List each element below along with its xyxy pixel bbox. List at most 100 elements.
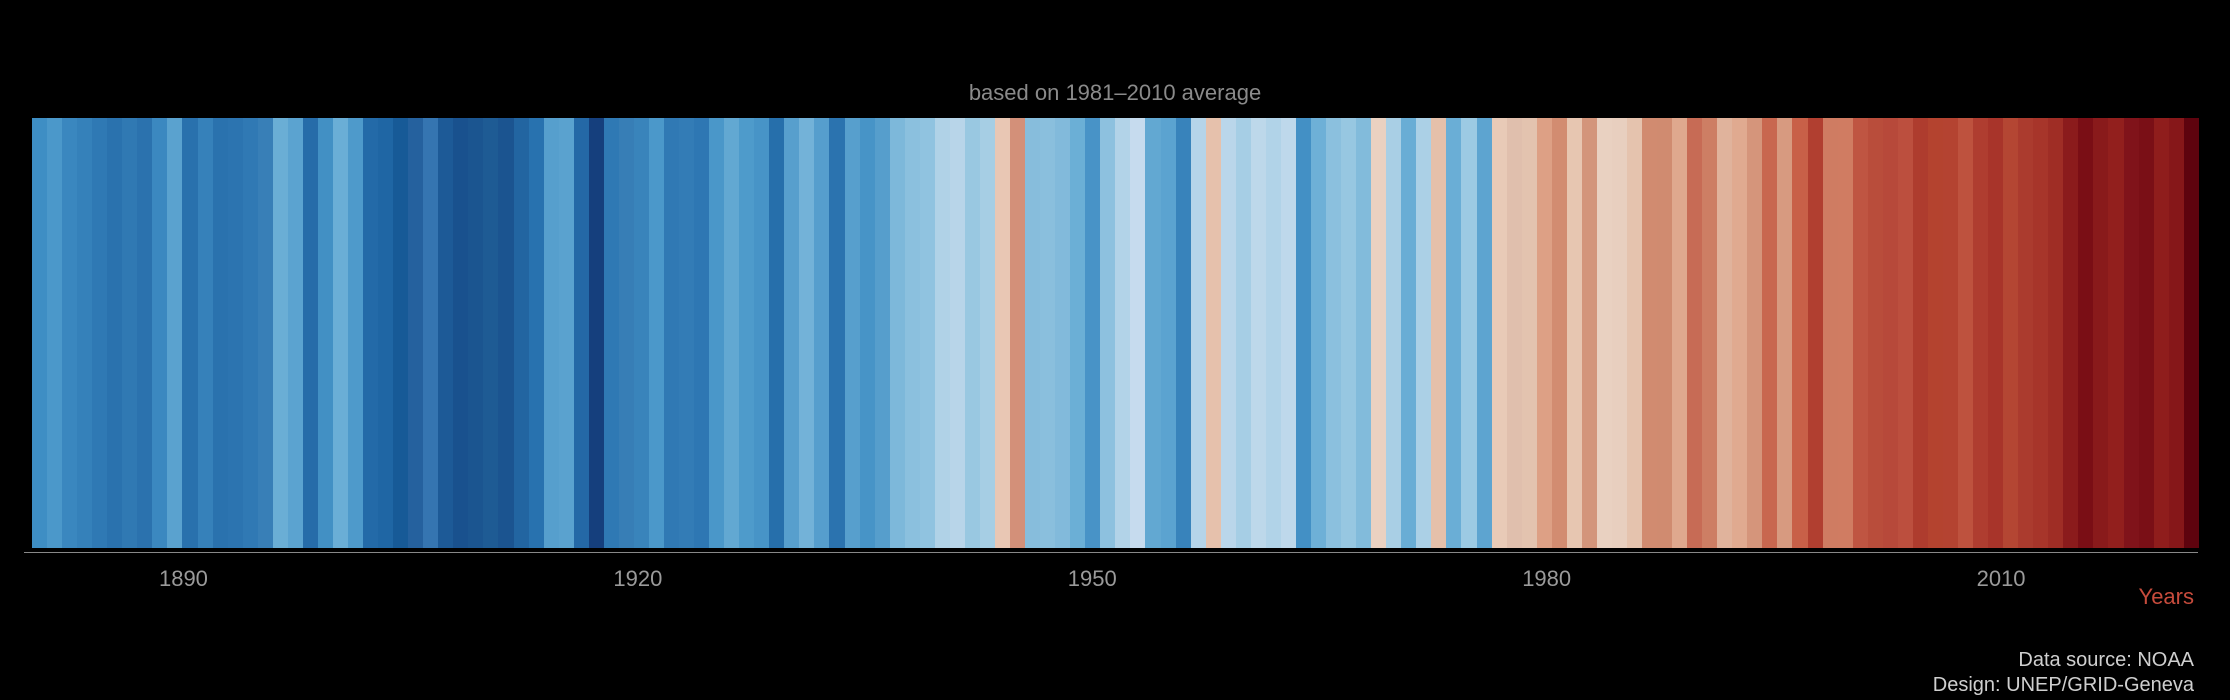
credits: Data source: NOAA Design: UNEP/GRID-Gene… — [1933, 648, 2194, 698]
stripe — [1236, 118, 1251, 548]
stripe — [995, 118, 1010, 548]
stripe — [1176, 118, 1191, 548]
stripe — [1567, 118, 1582, 548]
stripe — [47, 118, 62, 548]
stripe — [62, 118, 77, 548]
stripe — [1898, 118, 1913, 548]
stripe — [1221, 118, 1236, 548]
credit-line-1: Data source: NOAA — [1933, 648, 2194, 673]
stripe — [288, 118, 303, 548]
stripe — [213, 118, 228, 548]
stripe — [333, 118, 348, 548]
stripe — [845, 118, 860, 548]
stripe — [1446, 118, 1461, 548]
stripe — [348, 118, 363, 548]
stripe — [799, 118, 814, 548]
stripe — [2078, 118, 2093, 548]
stripe — [784, 118, 799, 548]
stripe — [1868, 118, 1883, 548]
stripe — [1055, 118, 1070, 548]
stripe — [2124, 118, 2139, 548]
stripe — [2184, 118, 2199, 548]
stripe — [950, 118, 965, 548]
stripe — [1958, 118, 1973, 548]
stripe — [137, 118, 152, 548]
stripe — [559, 118, 574, 548]
stripe — [709, 118, 724, 548]
stripe — [228, 118, 243, 548]
stripe — [1612, 118, 1627, 548]
stripe — [544, 118, 559, 548]
stripe — [664, 118, 679, 548]
stripe — [1281, 118, 1296, 548]
stripe — [393, 118, 408, 548]
stripe — [1386, 118, 1401, 548]
stripe — [905, 118, 920, 548]
stripe — [182, 118, 197, 548]
stripe — [1988, 118, 2003, 548]
stripe — [1808, 118, 1823, 548]
stripe — [1431, 118, 1446, 548]
stripe — [1115, 118, 1130, 548]
x-tick: 2010 — [1977, 566, 2026, 592]
stripe — [1792, 118, 1807, 548]
stripe — [754, 118, 769, 548]
stripe — [152, 118, 167, 548]
stripe — [2154, 118, 2169, 548]
stripe — [1477, 118, 1492, 548]
stripe — [1732, 118, 1747, 548]
stripe — [122, 118, 137, 548]
x-tick: 1920 — [613, 566, 662, 592]
stripe — [1356, 118, 1371, 548]
stripe — [243, 118, 258, 548]
stripe — [1943, 118, 1958, 548]
stripe — [378, 118, 393, 548]
stripe — [1492, 118, 1507, 548]
stripe — [318, 118, 333, 548]
stripe — [1777, 118, 1792, 548]
stripe — [1702, 118, 1717, 548]
stripe — [1507, 118, 1522, 548]
stripes-container — [32, 118, 2198, 548]
stripe — [1416, 118, 1431, 548]
stripe — [1973, 118, 1988, 548]
stripe — [1838, 118, 1853, 548]
x-tick: 1890 — [159, 566, 208, 592]
stripe — [890, 118, 905, 548]
stripe — [1883, 118, 1898, 548]
stripe — [769, 118, 784, 548]
stripe — [1762, 118, 1777, 548]
stripe — [1913, 118, 1928, 548]
stripe — [77, 118, 92, 548]
stripe — [2033, 118, 2048, 548]
stripe — [32, 118, 47, 548]
stripe — [1537, 118, 1552, 548]
stripes-area — [32, 118, 2198, 548]
stripe — [1025, 118, 1040, 548]
stripe — [1191, 118, 1206, 548]
stripe — [1461, 118, 1476, 548]
stripe — [2169, 118, 2184, 548]
stripe — [1642, 118, 1657, 548]
stripe — [589, 118, 604, 548]
stripe — [498, 118, 513, 548]
stripe — [739, 118, 754, 548]
stripe — [1206, 118, 1221, 548]
stripe — [1085, 118, 1100, 548]
stripe — [303, 118, 318, 548]
stripe — [1371, 118, 1386, 548]
stripe — [92, 118, 107, 548]
stripe — [408, 118, 423, 548]
stripe — [980, 118, 995, 548]
stripe — [1747, 118, 1762, 548]
stripe — [453, 118, 468, 548]
stripe — [107, 118, 122, 548]
stripe — [1145, 118, 1160, 548]
stripe — [649, 118, 664, 548]
stripe — [1687, 118, 1702, 548]
stripe — [2048, 118, 2063, 548]
stripe — [829, 118, 844, 548]
stripe — [1522, 118, 1537, 548]
stripe — [1311, 118, 1326, 548]
stripe — [1928, 118, 1943, 548]
